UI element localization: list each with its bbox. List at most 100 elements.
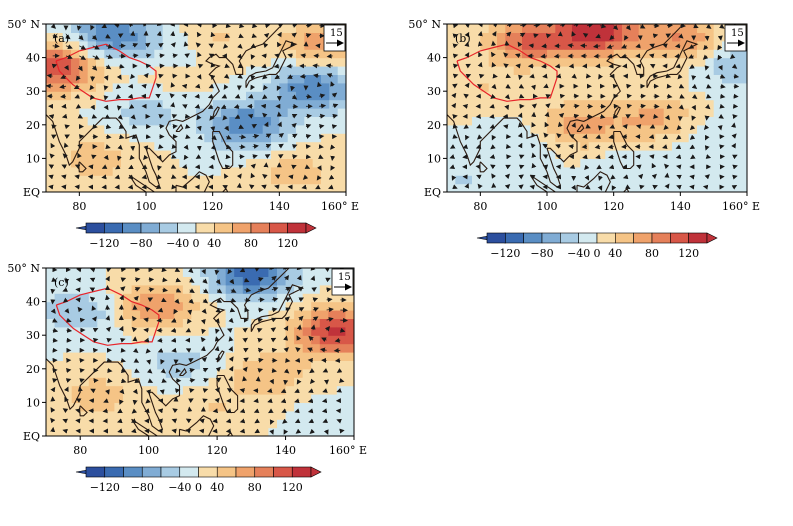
field-cell — [522, 158, 531, 168]
field-cell — [259, 410, 270, 420]
field-cell — [738, 91, 747, 101]
wind-arrow — [322, 367, 329, 373]
wind-arrow — [326, 317, 334, 322]
field-cell — [104, 133, 114, 143]
field-cell — [146, 24, 155, 33]
field-cell — [597, 49, 606, 59]
field-cell — [588, 24, 598, 33]
field-cell — [97, 394, 107, 403]
field-cell — [234, 385, 244, 395]
field-cell — [148, 301, 158, 311]
field-cell — [279, 150, 289, 159]
wind-arrow — [292, 154, 298, 160]
wind-arrow — [197, 134, 203, 141]
field-cell — [279, 183, 289, 192]
field-cell — [680, 116, 690, 126]
field-cell — [196, 40, 205, 50]
wind-arrow — [105, 389, 110, 395]
wind-arrow — [200, 345, 206, 352]
field-cell — [191, 385, 201, 395]
field-cell — [200, 310, 210, 319]
field-cell — [123, 284, 133, 294]
wind-arrow — [216, 298, 223, 303]
wind-arrow — [675, 63, 681, 69]
wind-arrow — [161, 378, 167, 383]
field-cell — [530, 108, 540, 117]
field-cell — [688, 158, 698, 168]
field-cell — [63, 343, 73, 353]
field-cell — [672, 99, 681, 109]
field-cell — [259, 318, 270, 328]
wind-arrow — [214, 336, 220, 342]
field-cell — [547, 66, 556, 75]
field-cell — [311, 377, 321, 387]
field-cell — [480, 91, 490, 101]
field-cell — [154, 57, 164, 67]
field-cell — [54, 326, 64, 336]
field-cell — [246, 91, 255, 101]
colorbar-segment — [578, 232, 598, 244]
field-cell — [279, 99, 289, 109]
field-cell — [647, 183, 656, 192]
field-cell — [302, 427, 312, 436]
field-cell — [597, 91, 606, 101]
wind-arrow — [115, 84, 122, 90]
field-cell — [71, 385, 81, 395]
wind-arrow — [216, 288, 223, 294]
field-cell — [171, 66, 180, 75]
wind-arrow — [691, 93, 698, 100]
wind-arrow — [318, 144, 324, 150]
wind-arrow — [639, 184, 645, 190]
field-cell — [162, 57, 172, 67]
wind-arrow — [731, 122, 736, 128]
field-cell — [655, 24, 665, 33]
wind-arrow — [556, 133, 562, 139]
field-cell — [271, 133, 280, 143]
wind-arrow — [66, 368, 72, 373]
wind-arrow — [170, 164, 177, 169]
field-cell — [137, 133, 147, 143]
wind-arrow — [215, 307, 222, 313]
field-cell — [174, 352, 184, 361]
wind-arrow — [268, 408, 274, 414]
field-cell — [79, 74, 89, 84]
field-cell — [237, 74, 247, 84]
field-cell — [251, 368, 261, 378]
field-cell — [62, 99, 72, 109]
field-cell — [505, 91, 515, 101]
colorbar-tick-label: 40 — [608, 247, 622, 260]
field-cell — [174, 335, 184, 345]
wind-arrow — [105, 134, 112, 140]
field-cell — [62, 82, 72, 92]
field-cell — [622, 150, 631, 159]
field-cell — [79, 183, 89, 192]
field-cell — [171, 175, 180, 185]
field-cell — [337, 166, 346, 176]
field-cell — [162, 32, 172, 42]
wind-arrow — [262, 74, 268, 80]
field-cell — [154, 166, 164, 176]
wind-arrow — [568, 144, 574, 149]
field-cell — [229, 175, 239, 185]
field-cell — [217, 419, 227, 429]
field-cell — [580, 66, 590, 75]
wind-arrow — [328, 184, 334, 190]
field-cell — [547, 133, 556, 143]
field-cell — [547, 40, 556, 50]
field-cell — [62, 158, 72, 168]
field-cell — [71, 141, 80, 151]
wind-arrow — [189, 378, 196, 383]
field-cell — [254, 133, 264, 143]
wind-arrow — [326, 287, 332, 293]
wind-arrow — [131, 408, 138, 414]
wind-arrow — [120, 337, 126, 343]
field-cell — [538, 175, 548, 185]
field-cell — [54, 24, 64, 33]
wind-arrow — [477, 31, 483, 37]
field-cell — [229, 49, 239, 59]
wind-arrow — [691, 83, 698, 90]
wind-arrow — [639, 114, 645, 119]
field-cell — [488, 158, 498, 168]
wind-arrow — [283, 268, 288, 270]
